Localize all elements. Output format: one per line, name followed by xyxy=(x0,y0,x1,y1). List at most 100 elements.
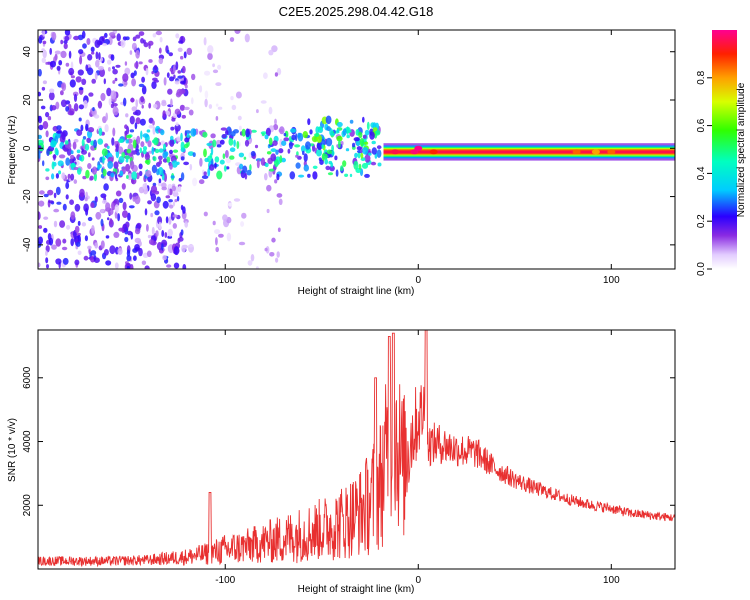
spectrogram-cell xyxy=(290,128,297,133)
spectrogram-cell xyxy=(54,50,61,55)
spectrogram-cell xyxy=(131,106,138,112)
spectrogram-cell xyxy=(87,127,95,133)
spectrogram-cell xyxy=(83,255,89,261)
spectrogram-cell xyxy=(117,247,123,255)
spectrogram-cell xyxy=(183,51,187,59)
spectrogram-cell xyxy=(133,255,137,261)
spectrogram-cell xyxy=(136,222,142,229)
spectrogram-cell xyxy=(289,171,296,180)
spectrogram-peak xyxy=(572,149,581,155)
spectrogram-cell xyxy=(325,137,333,147)
spectrogram-cell xyxy=(148,124,155,129)
spectrogram-cell xyxy=(98,127,103,136)
spectrogram-cell xyxy=(288,136,292,143)
spectrogram-cell xyxy=(144,265,150,269)
spectrogram-cell xyxy=(163,143,166,151)
spectrogram-cell xyxy=(112,66,115,70)
spectrogram-cell xyxy=(38,150,41,159)
spectrogram-cell xyxy=(191,97,194,105)
spectrogram-cell xyxy=(65,194,69,200)
spectrogram-cell xyxy=(112,106,119,116)
spectrogram-cell xyxy=(305,141,311,150)
spectrogram-cell xyxy=(153,103,158,109)
spectrogram-cell xyxy=(69,199,74,205)
spectrogram-cell xyxy=(239,125,242,131)
spectrogram-cell xyxy=(41,86,46,91)
spectrogram-cell xyxy=(115,143,119,153)
spectrogram-cell xyxy=(105,112,108,121)
spectrogram-cell xyxy=(117,213,120,222)
spectrogram-cell xyxy=(191,73,196,81)
spectrogram-cell xyxy=(153,64,158,71)
spectrogram-cell xyxy=(329,165,335,172)
spectrogram-cell xyxy=(172,214,178,218)
spectrogram-cell xyxy=(144,159,150,164)
spectrogram-cell xyxy=(142,133,149,138)
spectrogram-cell xyxy=(342,128,347,136)
spectrogram-cell xyxy=(151,146,155,155)
spectrogram-y-tick-label: -20 xyxy=(22,189,33,204)
spectrogram-cell xyxy=(178,40,183,44)
spectrogram-cell xyxy=(183,161,190,166)
spectrogram-cell xyxy=(181,114,186,119)
spectrogram-cell xyxy=(303,153,308,162)
spectrogram-cell xyxy=(70,150,74,155)
spectrogram-cell xyxy=(168,199,173,203)
spectrogram-cell xyxy=(58,170,62,175)
spectrogram-cell xyxy=(65,106,70,112)
colorbar-label: Normalized spectral amplitude xyxy=(736,82,747,217)
spectrogram-cell xyxy=(53,154,56,161)
spectrogram-cell xyxy=(98,66,104,71)
snr-x-tick-label: 100 xyxy=(603,575,620,586)
colorbar-tick-label: 0.4 xyxy=(696,166,707,180)
spectrogram-cell xyxy=(167,88,173,95)
spectrogram-cell xyxy=(222,214,228,222)
spectrogram-cell xyxy=(85,123,89,132)
spectrogram-cell xyxy=(138,83,145,88)
spectrogram-cell xyxy=(70,211,76,220)
spectrogram-peak xyxy=(429,149,438,155)
spectrogram-cell xyxy=(356,146,362,151)
spectrogram-cell xyxy=(50,141,56,148)
spectrogram-cell xyxy=(126,125,130,135)
spectrogram-cell xyxy=(237,115,242,121)
spectrogram-cell xyxy=(256,159,260,169)
spectrogram-cell xyxy=(42,49,47,59)
spectrogram-cell xyxy=(169,149,173,155)
spectrogram-cell xyxy=(170,98,173,107)
spectrogram-cell xyxy=(69,79,76,88)
spectrogram-cell xyxy=(166,264,172,268)
spectrogram-cell xyxy=(150,185,158,193)
spectrogram-cell xyxy=(312,171,318,180)
spectrogram-cell xyxy=(90,46,95,53)
spectrogram-cell xyxy=(70,173,75,181)
spectrogram-cell xyxy=(125,139,129,144)
spectrogram-cell xyxy=(172,201,176,207)
spectrogram-cell xyxy=(132,111,138,116)
spectrogram-cell xyxy=(108,98,112,106)
spectrogram-cell xyxy=(278,148,284,154)
spectrogram-cell xyxy=(106,87,112,97)
spectrogram-cell xyxy=(126,148,132,154)
spectrogram-cell xyxy=(268,49,274,56)
spectrogram-cell xyxy=(173,246,180,256)
spectrogram-cell xyxy=(126,175,129,179)
spectrogram-cell xyxy=(58,60,63,66)
spectrogram-cell xyxy=(220,127,228,131)
spectrogram-cell xyxy=(266,151,272,155)
spectrogram-cell xyxy=(215,237,218,246)
spectrogram-cell xyxy=(179,104,185,111)
spectrogram-peak xyxy=(414,145,423,151)
spectrogram-cell xyxy=(148,239,154,245)
spectrogram-cell xyxy=(207,45,214,54)
spectrogram-cell xyxy=(186,47,193,56)
spectrogram-cell xyxy=(91,51,95,55)
spectrogram-cell xyxy=(51,31,57,41)
spectrogram-cell xyxy=(275,257,279,263)
spectrogram-cell xyxy=(119,170,124,177)
spectrogram-cell xyxy=(368,152,372,156)
spectrogram-cell xyxy=(342,160,347,168)
spectrogram-cell xyxy=(300,145,306,153)
spectrogram-cell xyxy=(138,247,143,257)
spectrogram-cell xyxy=(297,132,301,138)
